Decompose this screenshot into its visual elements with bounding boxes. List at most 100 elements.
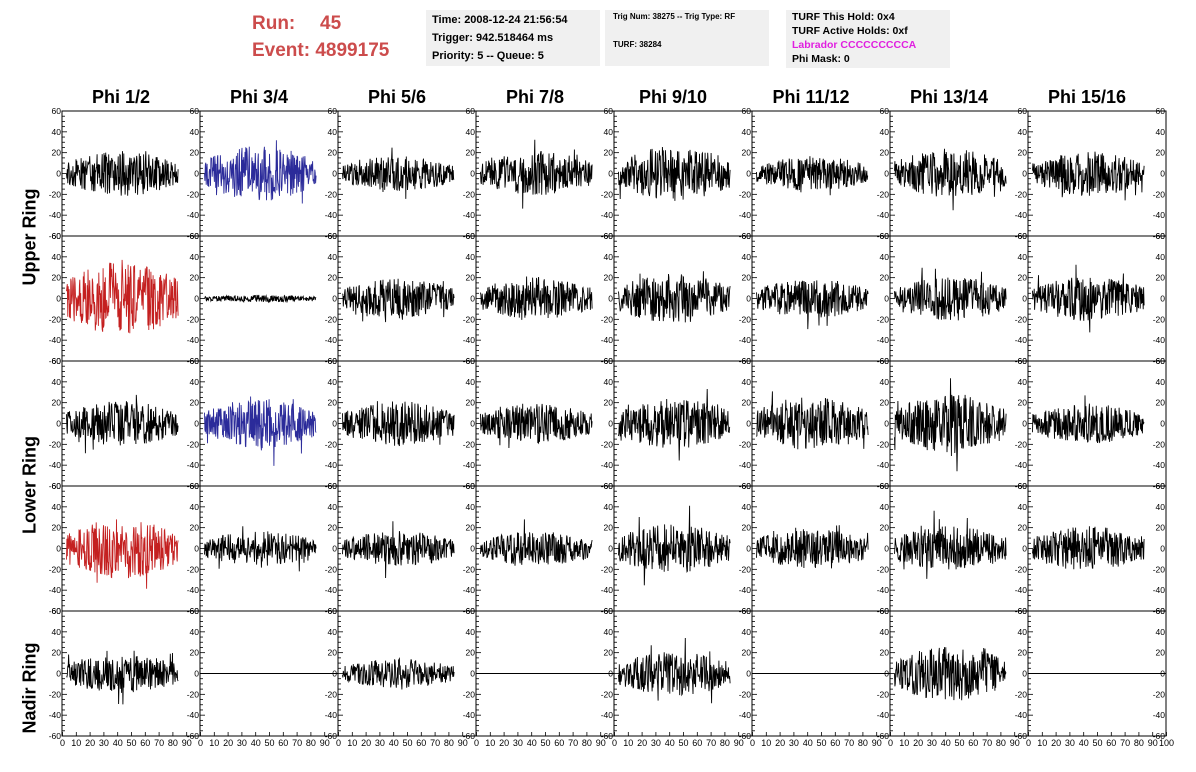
- y-tick-label: -20: [463, 189, 476, 199]
- waveform-trace: [618, 271, 731, 323]
- x-tick-label: 90: [182, 738, 192, 748]
- y-tick-label: 40: [1156, 127, 1166, 137]
- y-tick-label: 60: [52, 231, 62, 241]
- y-tick-label: 40: [742, 627, 752, 637]
- waveform-trace: [480, 403, 593, 449]
- y-tick-label: -40: [187, 710, 200, 720]
- y-tick-label: -40: [187, 585, 200, 595]
- x-tick-label: 70: [706, 738, 716, 748]
- labrador-text: Labrador CCCCCCCCCA: [792, 39, 917, 51]
- x-tick-label: 10: [485, 738, 495, 748]
- y-tick-label: 20: [742, 398, 752, 408]
- y-tick-label: -40: [49, 335, 62, 345]
- y-tick-label: -40: [49, 460, 62, 470]
- waveform-trace: [894, 647, 1007, 701]
- y-tick-label: -20: [1015, 189, 1028, 199]
- y-tick-label: 20: [604, 273, 614, 283]
- trigger-text: Trigger: 942.518464 ms: [432, 32, 554, 44]
- y-tick-label: -40: [187, 335, 200, 345]
- y-tick-label: -40: [1153, 210, 1166, 220]
- y-tick-label: -40: [877, 335, 890, 345]
- y-tick-label: 60: [742, 481, 752, 491]
- y-tick-label: 40: [328, 127, 338, 137]
- y-tick-label: 0: [608, 169, 613, 179]
- y-tick-label: 20: [880, 273, 890, 283]
- y-tick-label: -60: [187, 731, 200, 741]
- y-tick-label: 0: [470, 169, 475, 179]
- turf-active-text: TURF Active Holds: 0xf: [792, 25, 908, 37]
- y-tick-label: 60: [328, 231, 338, 241]
- y-tick-label: -40: [187, 210, 200, 220]
- y-tick-label: -20: [877, 314, 890, 324]
- x-tick-label: 90: [1010, 738, 1020, 748]
- y-tick-label: 40: [880, 127, 890, 137]
- y-tick-label: 0: [746, 169, 751, 179]
- waveform-trace: [618, 146, 731, 201]
- waveform-trace: [1032, 526, 1145, 570]
- x-tick-label: 40: [527, 738, 537, 748]
- y-tick-label: 40: [1156, 252, 1166, 262]
- y-tick-label: 40: [1156, 502, 1166, 512]
- waveform-trace: [342, 657, 455, 690]
- y-tick-label: 60: [604, 356, 614, 366]
- y-tick-label: 0: [884, 669, 889, 679]
- event-value: 4899175: [315, 40, 390, 61]
- y-tick-label: -60: [463, 731, 476, 741]
- y-tick-label: 60: [190, 606, 200, 616]
- x-tick-label: 80: [1134, 738, 1144, 748]
- y-tick-label: -20: [739, 564, 752, 574]
- y-tick-label: 40: [880, 377, 890, 387]
- x-tick-label: 70: [292, 738, 302, 748]
- run-value: 45: [320, 13, 342, 34]
- y-tick-label: -20: [739, 314, 752, 324]
- waveform-trace: [342, 278, 455, 323]
- x-tick-label: 30: [99, 738, 109, 748]
- y-tick-label: -20: [325, 189, 338, 199]
- y-tick-label: 40: [466, 377, 476, 387]
- x-tick-label: 40: [113, 738, 123, 748]
- x-tick-label: 40: [389, 738, 399, 748]
- y-tick-label: 0: [1160, 169, 1165, 179]
- y-tick-label: 20: [1018, 398, 1028, 408]
- y-tick-label: 0: [56, 419, 61, 429]
- x-tick-label: 70: [844, 738, 854, 748]
- y-tick-label: 0: [332, 544, 337, 554]
- x-tick-label: 0: [60, 738, 65, 748]
- y-tick-label: 0: [746, 419, 751, 429]
- y-tick-label: 60: [880, 356, 890, 366]
- waveform-trace: [342, 521, 455, 579]
- phi-label-3-4: Phi 3/4: [229, 87, 289, 107]
- y-tick-label: -20: [601, 314, 614, 324]
- y-tick-label: 20: [1156, 648, 1166, 658]
- x-tick-label: 0: [750, 738, 755, 748]
- y-tick-label: 0: [194, 294, 199, 304]
- x-tick-label: 80: [582, 738, 592, 748]
- x-tick-label: 60: [554, 738, 564, 748]
- y-tick-label: 20: [880, 648, 890, 658]
- phi-label-1-2: Phi 1/2: [91, 87, 151, 107]
- y-tick-label: -40: [49, 710, 62, 720]
- waveform-trace: [480, 276, 593, 320]
- panel-r1-c0: 60 40 20 0 -20 -40 -60: [49, 231, 201, 366]
- waveform-trace: [1032, 264, 1145, 333]
- x-tick-label: 10: [623, 738, 633, 748]
- x-tick-label: 30: [237, 738, 247, 748]
- y-tick-label: -40: [325, 460, 338, 470]
- y-tick-label: 60: [880, 481, 890, 491]
- y-tick-label: 0: [194, 544, 199, 554]
- waveform-trace: [204, 396, 317, 466]
- y-tick-label: 20: [1018, 148, 1028, 158]
- x-tick-label: 70: [430, 738, 440, 748]
- y-tick-label: -20: [463, 564, 476, 574]
- waveform-trace: [894, 148, 1007, 211]
- y-tick-label: 60: [466, 356, 476, 366]
- waveform-trace: [1032, 395, 1145, 444]
